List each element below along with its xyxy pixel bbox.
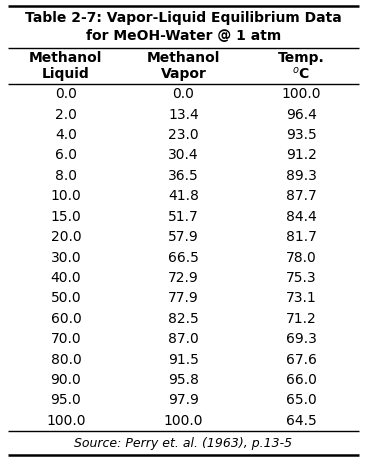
Text: 93.5: 93.5 [286, 128, 316, 142]
Text: 75.3: 75.3 [286, 271, 316, 285]
Text: Table 2-7: Vapor-Liquid Equilibrium Data: Table 2-7: Vapor-Liquid Equilibrium Data [25, 11, 342, 25]
Text: $^{o}$C: $^{o}$C [292, 66, 310, 82]
Text: 13.4: 13.4 [168, 107, 199, 122]
Text: 0.0: 0.0 [55, 87, 77, 101]
Text: 78.0: 78.0 [286, 250, 316, 265]
Text: Methanol: Methanol [147, 51, 220, 65]
Text: 10.0: 10.0 [51, 189, 81, 203]
Text: 65.0: 65.0 [286, 393, 316, 408]
Text: 4.0: 4.0 [55, 128, 77, 142]
Text: 23.0: 23.0 [168, 128, 199, 142]
Text: 100.0: 100.0 [164, 414, 203, 428]
Text: 96.4: 96.4 [286, 107, 316, 122]
Text: 2.0: 2.0 [55, 107, 77, 122]
Text: 6.0: 6.0 [55, 148, 77, 162]
Text: Vapor: Vapor [161, 67, 206, 81]
Text: 51.7: 51.7 [168, 210, 199, 224]
Text: 95.8: 95.8 [168, 373, 199, 387]
Text: 20.0: 20.0 [51, 230, 81, 244]
Text: Source: Perry et. al. (1963), p.13-5: Source: Perry et. al. (1963), p.13-5 [75, 437, 292, 449]
Text: 60.0: 60.0 [51, 312, 81, 326]
Text: 100.0: 100.0 [281, 87, 321, 101]
Text: 50.0: 50.0 [51, 291, 81, 305]
Text: Methanol: Methanol [29, 51, 103, 65]
Text: 57.9: 57.9 [168, 230, 199, 244]
Text: 84.4: 84.4 [286, 210, 316, 224]
Text: 91.5: 91.5 [168, 353, 199, 366]
Text: 66.5: 66.5 [168, 250, 199, 265]
Text: 100.0: 100.0 [46, 414, 86, 428]
Text: 90.0: 90.0 [51, 373, 81, 387]
Text: 89.3: 89.3 [286, 169, 316, 183]
Text: 77.9: 77.9 [168, 291, 199, 305]
Text: 87.0: 87.0 [168, 332, 199, 346]
Text: 69.3: 69.3 [286, 332, 316, 346]
Text: 70.0: 70.0 [51, 332, 81, 346]
Text: Liquid: Liquid [42, 67, 90, 81]
Text: 82.5: 82.5 [168, 312, 199, 326]
Text: 41.8: 41.8 [168, 189, 199, 203]
Text: 66.0: 66.0 [286, 373, 316, 387]
Text: 91.2: 91.2 [286, 148, 316, 162]
Text: 8.0: 8.0 [55, 169, 77, 183]
Text: 80.0: 80.0 [51, 353, 81, 366]
Text: 36.5: 36.5 [168, 169, 199, 183]
Text: 87.7: 87.7 [286, 189, 316, 203]
Text: 71.2: 71.2 [286, 312, 316, 326]
Text: 30.0: 30.0 [51, 250, 81, 265]
Text: 72.9: 72.9 [168, 271, 199, 285]
Text: for MeOH-Water @ 1 atm: for MeOH-Water @ 1 atm [86, 29, 281, 43]
Text: 73.1: 73.1 [286, 291, 316, 305]
Text: 40.0: 40.0 [51, 271, 81, 285]
Text: 81.7: 81.7 [286, 230, 316, 244]
Text: 64.5: 64.5 [286, 414, 316, 428]
Text: 15.0: 15.0 [51, 210, 81, 224]
Text: 67.6: 67.6 [286, 353, 316, 366]
Text: 30.4: 30.4 [168, 148, 199, 162]
Text: 95.0: 95.0 [51, 393, 81, 408]
Text: 97.9: 97.9 [168, 393, 199, 408]
Text: Temp.: Temp. [278, 51, 324, 65]
Text: 0.0: 0.0 [172, 87, 195, 101]
